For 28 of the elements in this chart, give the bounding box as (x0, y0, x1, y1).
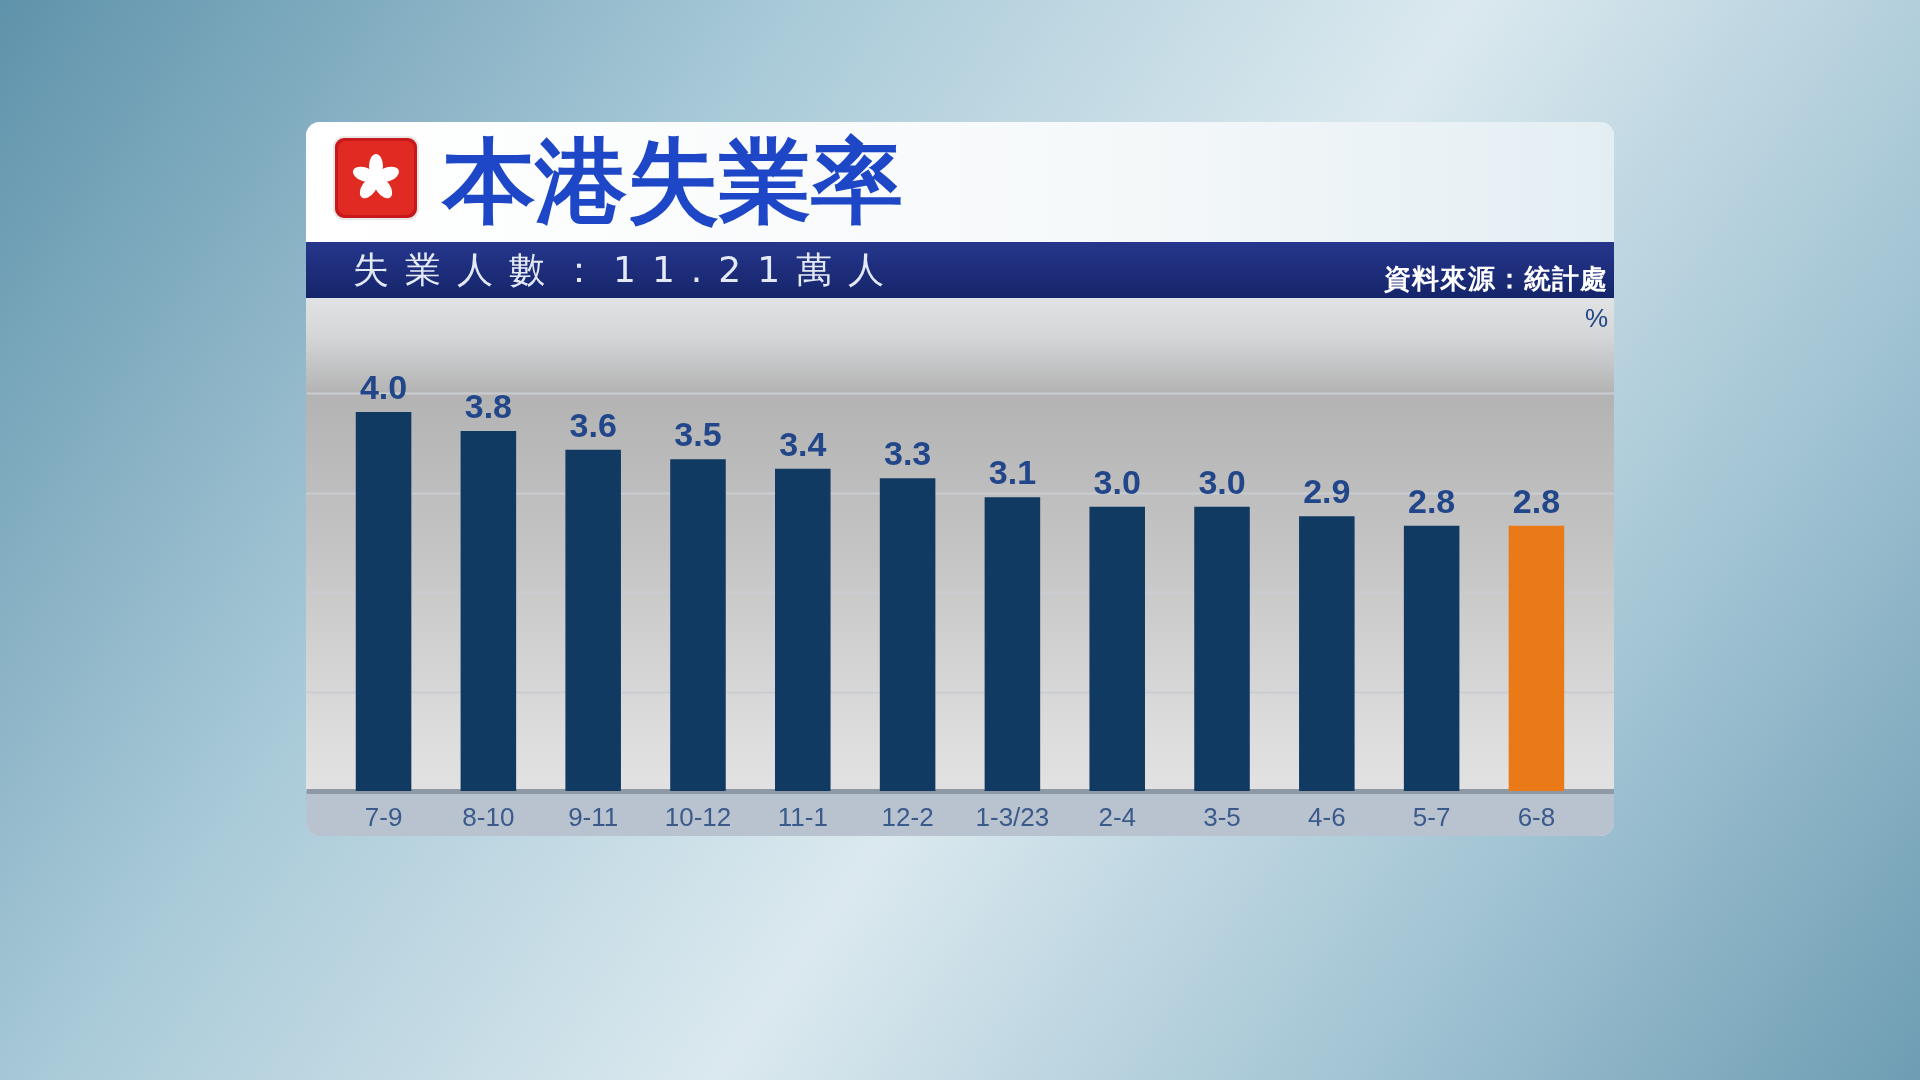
x-tick-label: 9-11 (568, 801, 619, 832)
source-note: 資料來源：統計處 (1384, 262, 1608, 296)
data-label: 3.8 (464, 386, 512, 425)
x-tick-label: 7-9 (364, 801, 403, 832)
chart-title: 本港失業率 (443, 128, 903, 235)
data-label: 2.8 (1408, 481, 1456, 520)
data-label: 3.6 (569, 405, 617, 444)
data-label: 3.1 (988, 453, 1037, 492)
data-label: 2.8 (1512, 481, 1561, 520)
data-label: 4.0 (359, 367, 408, 406)
x-tick-label: 2-4 (1098, 801, 1136, 832)
data-label: 3.0 (1198, 462, 1246, 501)
x-tick-label: 11-1 (777, 801, 828, 832)
x-tick-label: 8-10 (462, 801, 515, 832)
x-tick-label: 3-5 (1203, 801, 1241, 832)
x-tick-label: 10-12 (664, 801, 732, 832)
x-tick-label: 1-3/23 (975, 801, 1050, 832)
data-label: 3.3 (883, 434, 932, 473)
data-label: 2.9 (1303, 472, 1351, 511)
data-label: 3.0 (1093, 462, 1141, 501)
x-tick-label: 12-2 (881, 801, 934, 832)
y-axis-title: % (1584, 302, 1609, 333)
x-tick-label: 4-6 (1308, 801, 1346, 832)
x-tick-label: 6-8 (1517, 801, 1556, 832)
data-label: 3.4 (779, 424, 827, 463)
x-tick-label: 5-7 (1412, 801, 1451, 832)
data-label: 3.5 (674, 415, 722, 454)
chart-subtitle: 失業人數：11.21萬人 (353, 248, 901, 292)
